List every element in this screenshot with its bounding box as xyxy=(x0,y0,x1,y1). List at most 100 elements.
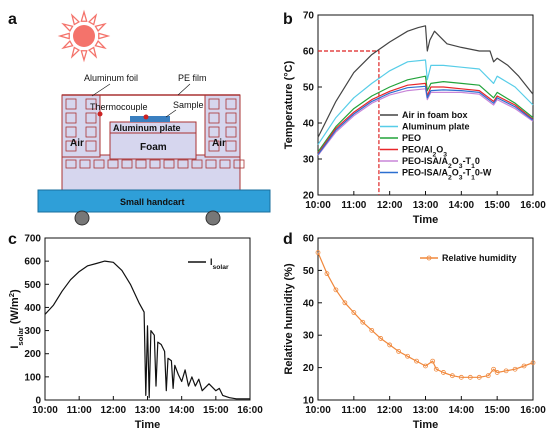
brick xyxy=(225,112,237,124)
data-point xyxy=(342,300,348,306)
brick xyxy=(79,159,91,169)
y-tick-label: 20 xyxy=(303,363,315,374)
x-tick-label: 14:00 xyxy=(449,405,475,416)
legend-entry: Air in foam box xyxy=(402,110,468,120)
y-tick-label: 60 xyxy=(303,234,315,245)
y-tick-label: 50 xyxy=(303,266,315,277)
x-tick-label: 11:00 xyxy=(341,200,366,211)
handcart-body xyxy=(37,189,271,213)
sample-block xyxy=(130,116,170,122)
y-tick-label: 300 xyxy=(24,326,41,337)
x-tick-label: 14:00 xyxy=(449,200,475,211)
brick xyxy=(85,98,97,110)
data-point xyxy=(324,271,330,277)
y-axis-label: Relative humidity (%) xyxy=(283,263,295,375)
chart-temperature: 10:00 11:00 12:00 13:00 14:00 15:00 16:00 20 30 4… xyxy=(283,11,546,227)
label-pe-film: PE film xyxy=(178,73,207,83)
panel-label-a: a xyxy=(8,11,17,28)
series-line xyxy=(317,75,534,153)
annotation-dashed-line xyxy=(318,50,380,195)
data-point xyxy=(433,366,439,372)
thermocouple-dot-left xyxy=(97,111,103,117)
y-tick-label: 200 xyxy=(24,349,41,360)
y-tick-label: 40 xyxy=(303,298,315,309)
x-tick-label: 16:00 xyxy=(520,405,546,416)
brick xyxy=(177,159,189,169)
x-tick-label: 11:00 xyxy=(67,405,92,416)
brick xyxy=(208,98,220,110)
leader-pe-film xyxy=(177,83,191,96)
data-point xyxy=(333,287,339,293)
experiment-diagram: Aluminum foil PE film Thermocouple Sampl… xyxy=(37,9,271,226)
y-tick-label: 30 xyxy=(303,331,315,342)
y-tick-label: 60 xyxy=(303,47,315,58)
brick xyxy=(225,126,237,138)
brick xyxy=(219,159,231,169)
sun-ray xyxy=(61,39,74,50)
data-point xyxy=(449,373,455,379)
brick xyxy=(65,159,77,169)
data-point xyxy=(369,327,375,333)
x-tick-label: 14:00 xyxy=(169,405,195,416)
x-axis-label: Time xyxy=(135,419,160,431)
panel-label-b: b xyxy=(283,11,293,28)
series-line xyxy=(317,88,534,156)
y-tick-label: 40 xyxy=(303,119,315,130)
data-point xyxy=(430,358,436,364)
brick xyxy=(65,140,77,152)
data-point xyxy=(414,358,419,364)
y-tick-label: 500 xyxy=(24,280,41,291)
label-aluminum-foil: Aluminum foil xyxy=(84,73,138,83)
label-sample: Sample xyxy=(173,100,204,110)
y-tick-label: 100 xyxy=(24,372,41,383)
x-tick-label: 15:00 xyxy=(484,200,510,211)
data-point xyxy=(512,366,518,372)
x-tick-label: 13:00 xyxy=(413,200,439,211)
sun-ray xyxy=(94,22,107,33)
brick xyxy=(208,126,220,138)
x-tick-label: 10:00 xyxy=(305,405,331,416)
brick xyxy=(85,126,97,138)
brick xyxy=(191,159,203,169)
label-handcart: Small handcart xyxy=(120,197,185,207)
label-aluminum-plate: Aluminum plate xyxy=(113,123,181,133)
panel-label-c: c xyxy=(8,231,17,248)
sun-ray xyxy=(94,39,107,50)
x-tick-label: 11:00 xyxy=(341,405,366,416)
data-point xyxy=(530,360,536,366)
brick xyxy=(107,159,119,169)
brick xyxy=(225,98,237,110)
brick xyxy=(225,140,237,152)
brick xyxy=(208,112,220,124)
series-line xyxy=(317,85,534,156)
data-point xyxy=(396,348,402,354)
data-point xyxy=(458,374,464,380)
brick xyxy=(149,159,161,169)
chart-solar-irradiance: 10:00 11:00 12:00 13:00 14:00 15:00 16:00 0 100 2… xyxy=(7,234,264,432)
data-point xyxy=(494,370,500,375)
sun-ray xyxy=(57,32,70,40)
data-point xyxy=(485,373,491,379)
data-point xyxy=(360,319,366,325)
foam-block xyxy=(109,132,197,160)
y-tick-label: 70 xyxy=(303,11,315,22)
brick xyxy=(93,159,105,169)
brick xyxy=(85,140,97,152)
panel-label-d: d xyxy=(283,231,293,248)
data-point xyxy=(491,366,496,372)
x-tick-label: 10:00 xyxy=(32,405,58,416)
series-line xyxy=(44,260,250,400)
x-tick-label: 12:00 xyxy=(377,200,403,211)
leader-aluminum-foil xyxy=(91,83,111,97)
y-tick-label: 600 xyxy=(24,257,41,268)
sun-ray xyxy=(61,22,74,33)
series-line xyxy=(317,252,534,378)
sun-ray xyxy=(70,46,81,59)
data-point xyxy=(521,363,527,369)
legend-entry: Isolar xyxy=(210,257,229,271)
data-point xyxy=(405,353,410,359)
brick xyxy=(85,112,97,124)
label-foam: Foam xyxy=(140,142,167,153)
x-axis-label: Time xyxy=(413,419,438,431)
